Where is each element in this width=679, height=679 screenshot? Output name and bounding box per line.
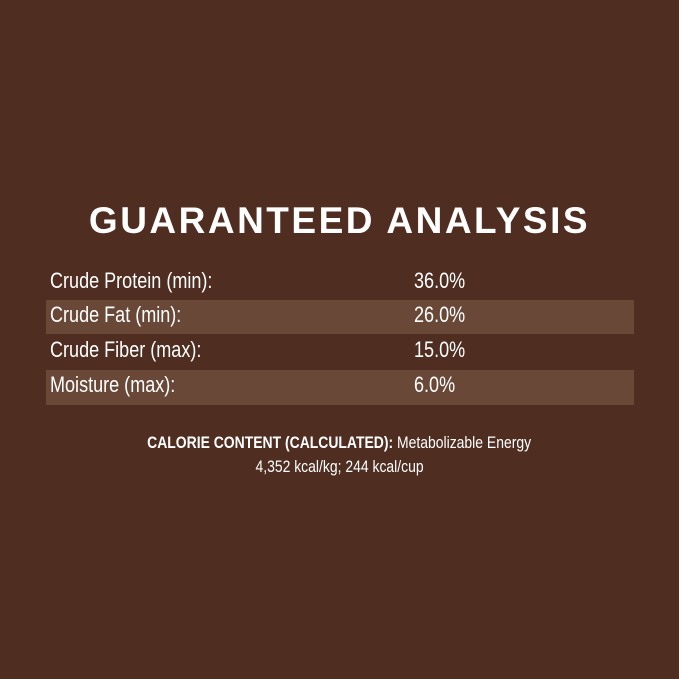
table-row: Crude Protein (min): 36.0% xyxy=(46,266,634,300)
row-label: Crude Fiber (max): xyxy=(50,337,202,362)
calorie-heading: CALORIE CONTENT (CALCULATED): xyxy=(147,433,394,452)
row-label: Crude Protein (min): xyxy=(50,268,213,293)
table-row: Moisture (max): 6.0% xyxy=(46,370,634,405)
row-value: 15.0% xyxy=(414,337,466,362)
page-title: GUARANTEED ANALYSIS xyxy=(88,200,591,241)
calorie-values: 4,352 kcal/kg; 244 kcal/cup xyxy=(255,457,424,476)
row-label: Moisture (max): xyxy=(50,372,176,397)
table-row: Crude Fat (min): 26.0% xyxy=(46,300,634,334)
row-label: Crude Fat (min): xyxy=(50,302,182,327)
row-value: 36.0% xyxy=(414,268,466,293)
calorie-text: Metabolizable Energy xyxy=(397,433,532,452)
row-value: 26.0% xyxy=(414,302,466,327)
calorie-content: CALORIE CONTENT (CALCULATED): Metaboliza… xyxy=(0,431,679,454)
calorie-values-line: 4,352 kcal/kg; 244 kcal/cup xyxy=(0,455,679,478)
table-row: Crude Fiber (max): 15.0% xyxy=(46,335,634,369)
row-value: 6.0% xyxy=(414,372,456,397)
